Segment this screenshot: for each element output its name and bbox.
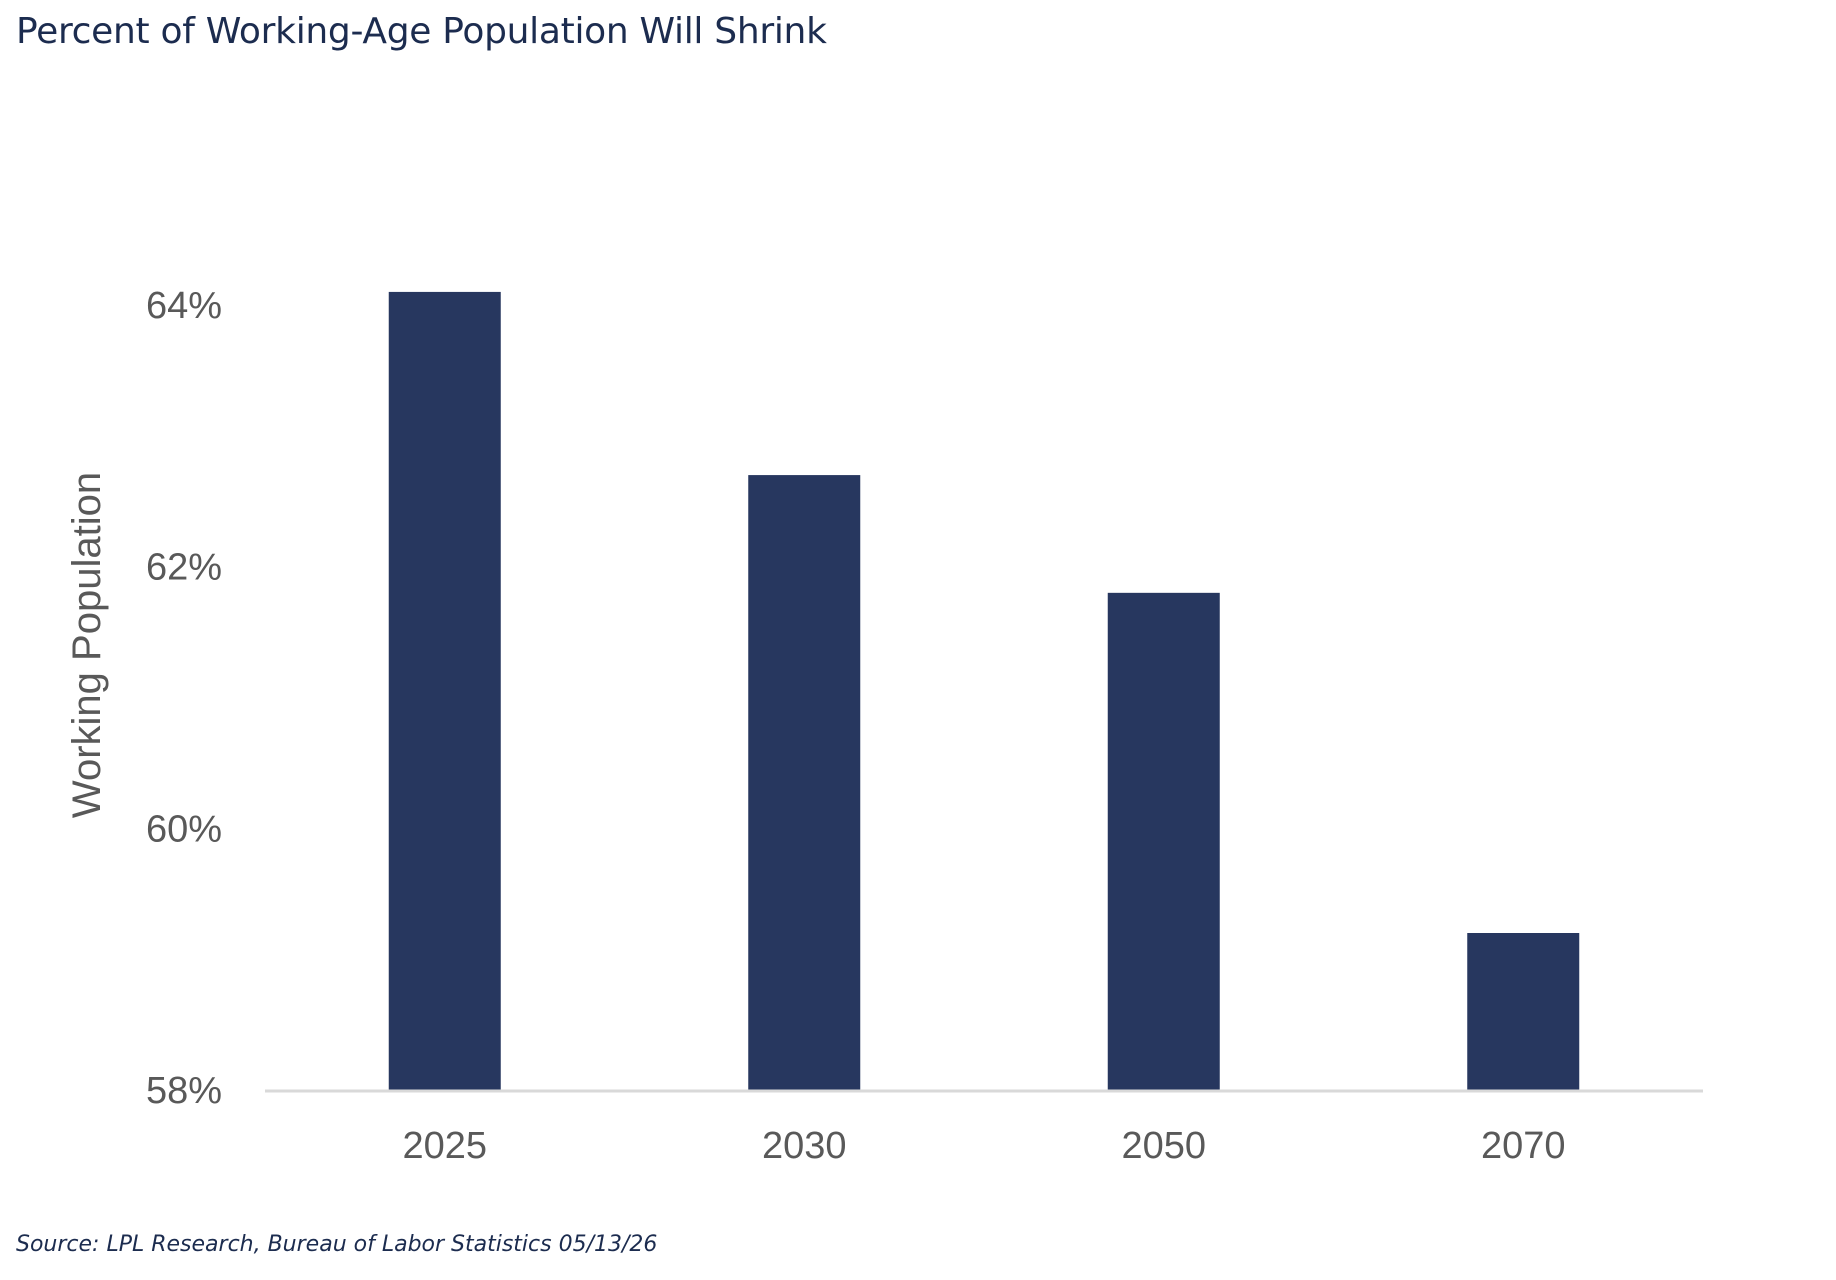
y-axis-title-group: Working Population (65, 472, 109, 818)
y-tick-label: 62% (146, 547, 222, 589)
bar-series (388, 291, 1580, 1091)
x-axis-ticks: 2025 2030 2050 2070 (402, 1125, 1565, 1167)
y-tick-label: 64% (146, 285, 222, 327)
bar-2050 (1107, 592, 1220, 1090)
y-tick-label: 58% (146, 1070, 222, 1112)
y-axis-ticks: 58% 60% 62% 64% (146, 285, 222, 1112)
x-tick-label: 2025 (402, 1125, 487, 1167)
x-tick-label: 2050 (1121, 1125, 1206, 1167)
y-axis-title: Working Population (65, 472, 109, 818)
chart-title: Percent of Working-Age Population Will S… (16, 11, 827, 52)
bar-2030 (748, 475, 861, 1090)
bar-2070 (1467, 933, 1580, 1090)
x-tick-label: 2030 (762, 1125, 847, 1167)
source-note: Source: LPL Research, Bureau of Labor St… (16, 1232, 658, 1257)
y-tick-label: 60% (146, 808, 222, 850)
x-tick-label: 2070 (1481, 1125, 1566, 1167)
bar-2025 (388, 291, 501, 1091)
